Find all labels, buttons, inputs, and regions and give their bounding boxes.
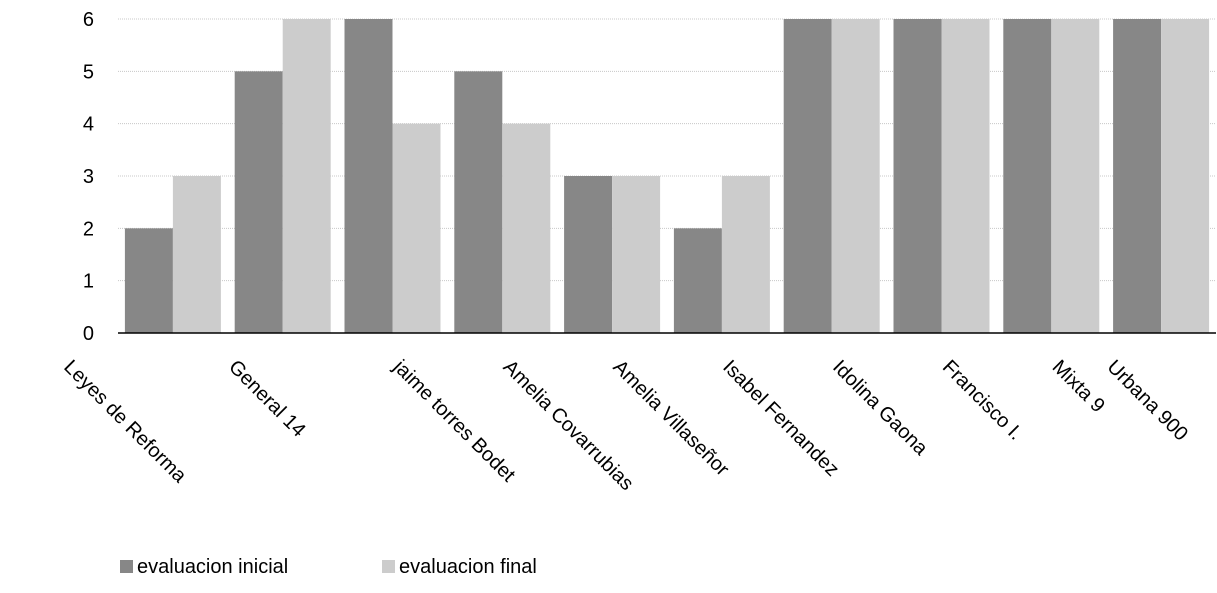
x-tick-label: Idolina Gaona bbox=[828, 356, 932, 460]
y-tick-label: 5 bbox=[83, 61, 94, 83]
legend: evaluacion inicial evaluacion final bbox=[120, 556, 537, 578]
bar-final bbox=[831, 19, 880, 333]
bar-inicial bbox=[783, 19, 832, 333]
bar-final bbox=[612, 176, 661, 333]
legend-label: evaluacion final bbox=[399, 556, 537, 578]
bar-inicial bbox=[124, 228, 173, 333]
y-tick-label: 6 bbox=[83, 9, 94, 31]
x-tick-label: Francisco I. bbox=[938, 356, 1027, 445]
x-tick-label: Leyes de Reforma bbox=[59, 356, 191, 488]
bar-final bbox=[1161, 19, 1210, 333]
x-tick-label: Amelia Villaseñor bbox=[609, 356, 734, 481]
y-tick-label: 1 bbox=[83, 271, 94, 293]
y-tick-label: 0 bbox=[83, 323, 94, 345]
x-tick-label: Mixta 9 bbox=[1048, 356, 1109, 417]
bar-inicial bbox=[673, 228, 722, 333]
bar-final bbox=[392, 123, 441, 334]
bar-inicial bbox=[564, 176, 613, 333]
legend-swatch bbox=[120, 560, 133, 573]
bar-final bbox=[1051, 19, 1100, 333]
legend-swatch bbox=[382, 560, 395, 573]
bar-inicial bbox=[1113, 19, 1162, 333]
x-tick-label: jaime torres Bodet bbox=[388, 355, 519, 486]
x-axis-labels: Leyes de Reforma General 14 jaime torres B… bbox=[59, 355, 1192, 495]
x-tick-label: Urbana 900 bbox=[1103, 356, 1192, 445]
y-tick-label: 4 bbox=[83, 114, 94, 136]
y-tick-label: 2 bbox=[83, 218, 94, 240]
bar-inicial bbox=[344, 19, 393, 333]
x-tick-label: General 14 bbox=[224, 356, 310, 442]
y-tick-label: 3 bbox=[83, 166, 94, 188]
bar-inicial bbox=[893, 19, 942, 333]
bar-final bbox=[941, 19, 990, 333]
bar-inicial bbox=[454, 71, 503, 333]
bar-final bbox=[502, 123, 551, 334]
bar-inicial bbox=[234, 71, 283, 333]
legend-label: evaluacion inicial bbox=[137, 556, 288, 578]
bar-final bbox=[721, 176, 770, 333]
y-axis-ticks: 0 1 2 3 4 5 6 bbox=[83, 9, 94, 345]
x-tick-label: Isabel Fernandez bbox=[718, 356, 843, 481]
bars bbox=[124, 19, 1210, 334]
bar-inicial bbox=[1003, 19, 1052, 333]
bar-final bbox=[172, 176, 221, 333]
bar-final bbox=[282, 19, 331, 333]
